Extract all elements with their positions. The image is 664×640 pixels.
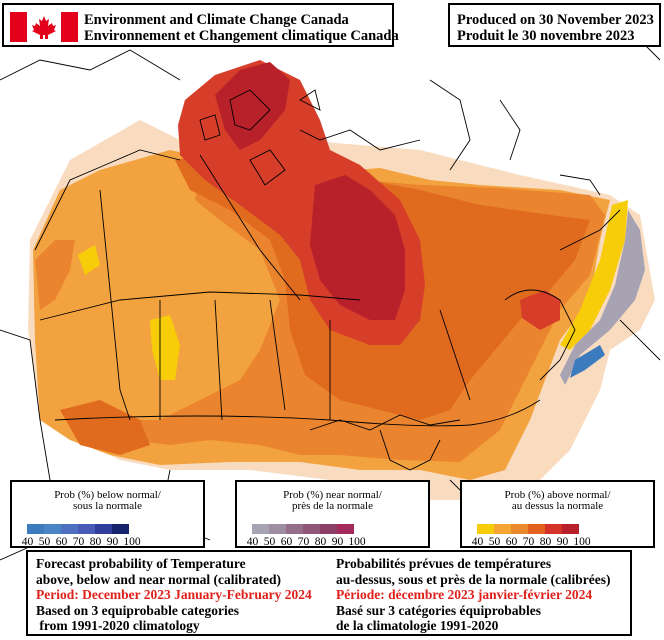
footer-fr-line1: Probabilités prévues de températures: [336, 556, 552, 571]
agency-name-fr: Environnement et Changement climatique C…: [84, 28, 399, 44]
region-below-ns: [570, 345, 605, 378]
header-date: Produced on 30 November 2023 Produit le …: [448, 3, 661, 47]
produced-date-fr: Produit le 30 novembre 2023: [457, 28, 635, 44]
region-90-bay: [310, 175, 405, 320]
legend-above-ticks: 40 50 60 70 80 90 100: [469, 536, 593, 548]
legend-swatch: [303, 524, 320, 534]
boundaries: [0, 39, 661, 561]
legend-swatch: [562, 524, 579, 534]
legend-tick: 100: [573, 536, 591, 548]
legend-tick: 40: [471, 536, 484, 548]
legend-tick: 70: [297, 536, 310, 548]
legend-tick: 50: [38, 536, 51, 548]
footer-description: Forecast probability of Temperature abov…: [26, 550, 632, 636]
legend-near-title-fr: près de la normale: [292, 500, 373, 512]
legend-tick: 50: [263, 536, 276, 548]
legend-near-title-en: Prob (%) near normal/: [283, 489, 382, 501]
footer-fr-line4: Basé sur 3 catégories équiprobables: [336, 602, 542, 618]
legend-tick: 60: [280, 536, 293, 548]
legend-tick: 100: [123, 536, 141, 548]
region-80-quebec: [520, 290, 560, 330]
legend-tick: 90: [556, 536, 569, 548]
header-agency: Environment and Climate Change Canada En…: [2, 3, 399, 47]
produced-date-en: Produced on 30 November 2023: [457, 12, 654, 28]
legend-above-swatches: [477, 524, 579, 534]
legend-swatch: [477, 524, 494, 534]
footer-fr-line5: de la climatologie 1991-2020: [336, 618, 499, 633]
footer-en-line2: above, below and near normal (calibrated…: [36, 571, 281, 587]
legend-near-normal: Prob (%) near normal/ près de la normale…: [235, 480, 430, 548]
legend-swatch: [27, 524, 44, 534]
footer-fr-line2: au-dessus, sous et près de la normale (c…: [336, 571, 611, 587]
legend-above-title-fr: au dessus la normale: [511, 500, 604, 512]
region-40-east: [560, 200, 628, 350]
legend-tick: 80: [539, 536, 552, 548]
legend-swatch: [61, 524, 78, 534]
legend-tick: 40: [246, 536, 259, 548]
legend-above-title: Prob (%) above normal/ au dessus la norm…: [462, 490, 653, 512]
legend-tick: 50: [488, 536, 501, 548]
legend-tick: 90: [106, 536, 119, 548]
region-40-nw: [78, 245, 100, 275]
canada-flag-icon: [10, 12, 78, 42]
legend-above-title-en: Prob (%) above normal/: [504, 489, 611, 501]
legend-below-title: Prob (%) below normal/ sous la normale: [12, 490, 203, 512]
legend-tick: 60: [55, 536, 68, 548]
legend-swatch: [286, 524, 303, 534]
legend-swatch: [528, 524, 545, 534]
legend-tick: 70: [72, 536, 85, 548]
footer-en-period: Period: December 2023 January-February 2…: [36, 587, 312, 602]
legend-swatch: [269, 524, 286, 534]
legend-swatch: [494, 524, 511, 534]
region-near-atlantic: [560, 210, 645, 385]
legend-swatch: [545, 524, 562, 534]
legend-tick: 60: [505, 536, 518, 548]
legend-swatch: [511, 524, 528, 534]
legend-tick: 70: [522, 536, 535, 548]
footer-en-line1: Forecast probability of Temperature: [36, 556, 246, 571]
legend-tick: 80: [314, 536, 327, 548]
region-60-west: [35, 240, 75, 310]
footer-fr-period: Période: décembre 2023 janvier-février 2…: [336, 587, 593, 602]
legend-tick: 90: [331, 536, 344, 548]
legend-tick: 40: [21, 536, 34, 548]
legend-below-swatches: [27, 524, 129, 534]
legend-tick: 100: [348, 536, 366, 548]
legend-swatch: [320, 524, 337, 534]
legend-near-ticks: 40 50 60 70 80 90 100: [244, 536, 368, 548]
legend-below-normal: Prob (%) below normal/ sous la normale 4…: [10, 480, 205, 548]
region-90-north: [215, 62, 290, 150]
legend-swatch: [337, 524, 354, 534]
footer-en-line5: from 1991-2020 climatology: [36, 618, 200, 633]
footer-french: Probabilités prévues de températures au-…: [336, 556, 610, 634]
legend-swatch: [252, 524, 269, 534]
legend-above-normal: Prob (%) above normal/ au dessus la norm…: [460, 480, 655, 548]
legend-near-title: Prob (%) near normal/ près de la normale: [237, 490, 428, 512]
legend-below-title-en: Prob (%) below normal/: [54, 489, 161, 501]
footer-english: Forecast probability of Temperature abov…: [36, 556, 312, 634]
legend-tick: 80: [89, 536, 102, 548]
footer-en-line4: Based on 3 equiprobable categories: [36, 602, 240, 618]
legend-below-ticks: 40 50 60 70 80 90 100: [19, 536, 143, 548]
legend-below-title-fr: sous la normale: [72, 500, 143, 512]
agency-name-en: Environment and Climate Change Canada: [84, 12, 349, 28]
legend-near-swatches: [252, 524, 354, 534]
legend-swatch: [95, 524, 112, 534]
region-40-west: [150, 315, 180, 380]
legend-swatch: [78, 524, 95, 534]
legend-swatch: [44, 524, 61, 534]
legend-swatch: [112, 524, 129, 534]
